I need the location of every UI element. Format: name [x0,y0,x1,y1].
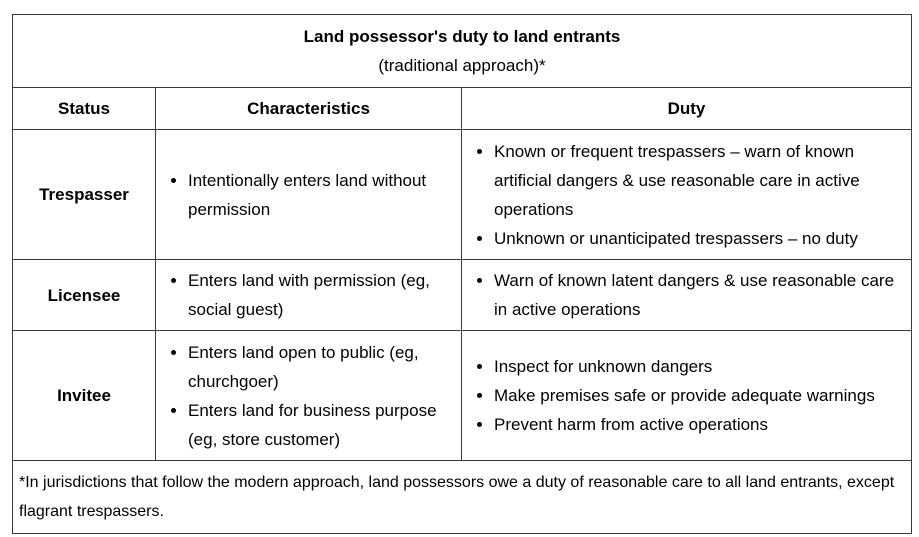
table-row: Licensee Enters land with permission (eg… [12,259,912,331]
list-item: Intentionally enters land without permis… [188,166,455,224]
status-invitee: Invitee [12,330,156,461]
table-title-cell: Land possessor's duty to land entrants (… [12,14,912,88]
duty-cell: Known or frequent trespassers – warn of … [461,129,912,260]
list-item: Warn of known latent dangers & use reaso… [494,266,905,324]
header-characteristics: Characteristics [155,87,462,130]
list-item: Known or frequent trespassers – warn of … [494,137,905,224]
list-item: Enters land with permission (eg, social … [188,266,455,324]
duty-cell: Inspect for unknown dangers Make premise… [461,330,912,461]
list-item: Inspect for unknown dangers [494,352,905,381]
characteristics-cell: Enters land with permission (eg, social … [155,259,462,331]
status-licensee: Licensee [12,259,156,331]
footnote-row: *In jurisdictions that follow the modern… [12,460,912,534]
list-item: Enters land for business purpose (eg, st… [188,396,455,454]
table-row: Invitee Enters land open to public (eg, … [12,330,912,461]
table-title: Land possessor's duty to land entrants [303,27,621,46]
table-subtitle: (traditional approach)* [378,56,546,75]
header-status: Status [12,87,156,130]
list-item: Enters land open to public (eg, churchgo… [188,338,455,396]
duty-cell: Warn of known latent dangers & use reaso… [461,259,912,331]
footnote: *In jurisdictions that follow the modern… [12,460,912,534]
table-row: Trespasser Intentionally enters land wit… [12,129,912,260]
header-row: Status Characteristics Duty [12,87,912,130]
status-trespasser: Trespasser [12,129,156,260]
list-item: Prevent harm from active operations [494,410,905,439]
duty-table-container: Land possessor's duty to land entrants (… [12,14,912,534]
duty-table: Land possessor's duty to land entrants (… [12,14,912,534]
characteristics-cell: Intentionally enters land without permis… [155,129,462,260]
header-duty: Duty [461,87,912,130]
list-item: Unknown or unanticipated trespassers – n… [494,224,905,253]
list-item: Make premises safe or provide adequate w… [494,381,905,410]
characteristics-cell: Enters land open to public (eg, churchgo… [155,330,462,461]
